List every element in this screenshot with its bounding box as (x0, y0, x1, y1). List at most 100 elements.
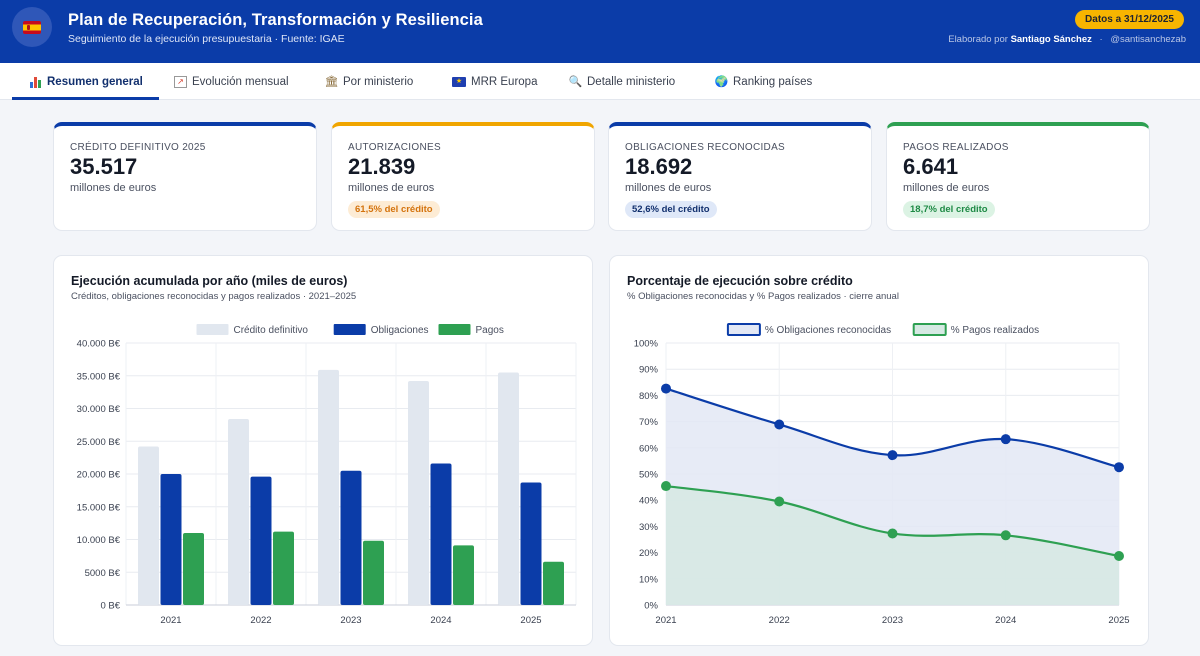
bar-pagos (543, 561, 564, 605)
y-tick-label: 20% (639, 548, 659, 559)
legend-swatch (726, 323, 761, 336)
kpi-label: AUTORIZACIONES (348, 142, 441, 153)
app-title: Plan de Recuperación, Transformación y R… (68, 11, 483, 29)
y-tick-label: 10% (639, 574, 659, 585)
legend-label: % Pagos realizados (951, 325, 1039, 336)
line-chart: 0% 10% 20% 30% 40% 50% 60% 70% 80% 90% 100% 2021 202… (634, 323, 1130, 626)
y-tick-label: 60% (639, 443, 659, 454)
globe-icon: 🌍 (714, 75, 729, 88)
bar-obligaciones (250, 476, 272, 605)
tab-label: Evolución mensual (192, 75, 289, 88)
magnifier-icon: 🔍 (568, 75, 583, 88)
y-tick-label: 30% (639, 522, 659, 533)
kpi-percent-badge: 61,5% del crédito (348, 201, 440, 218)
tab-por-ministerio[interactable]: 🏛 Por ministerio (324, 63, 414, 100)
legend-label: Pagos (476, 325, 504, 336)
bank-icon: 🏛 (324, 75, 339, 88)
tab-evolucion-mensual[interactable]: ↗ Evolución mensual (174, 63, 289, 100)
bar-crédito-definitivo (408, 380, 429, 605)
y-tick-label: 10.000 B€ (77, 535, 121, 546)
tab-label: Detalle ministerio (587, 75, 676, 88)
tab-label: Ranking países (733, 75, 813, 88)
legend-swatch (438, 324, 471, 335)
y-tick-label: 35.000 B€ (77, 371, 121, 382)
kpi-percent-badge: 18,7% del crédito (903, 201, 995, 218)
kpi-unit: millones de euros (70, 182, 157, 194)
bar-pagos (273, 531, 294, 605)
author-handle[interactable]: @santisanchezab (1110, 34, 1186, 45)
chart-subtitle: Créditos, obligaciones reconocidas y pag… (71, 291, 357, 302)
tab-mrr-europa[interactable]: ★ MRR Europa (452, 63, 537, 100)
app-header: Plan de Recuperación, Transformación y R… (0, 0, 1200, 63)
kpi-value: 18.692 (625, 154, 693, 179)
author-name: Santiago Sánchez (1010, 34, 1092, 45)
x-tick-label: 2023 (882, 615, 903, 626)
kpi-value: 6.641 (903, 154, 959, 179)
bar-chart-icon (29, 76, 42, 88)
kpi-unit: millones de euros (625, 182, 712, 194)
chart-title: Porcentaje de ejecución sobre crédito (627, 274, 853, 288)
app-subtitle: Seguimiento de la ejecución presupuestar… (68, 33, 345, 45)
legend-swatch (196, 324, 229, 335)
bar-pagos (453, 545, 474, 605)
logo (12, 7, 52, 47)
legend-swatch (912, 323, 947, 336)
data-point (887, 528, 898, 539)
bar-crédito-definitivo (318, 369, 339, 605)
legend-label: % Obligaciones reconocidas (765, 325, 891, 336)
y-tick-label: 15.000 B€ (77, 502, 121, 513)
x-tick-label: 2023 (340, 615, 361, 626)
kpi-value: 35.517 (70, 154, 138, 179)
bar-chart-card: Ejecución acumulada por año (miles de eu… (53, 255, 593, 646)
data-point (1114, 551, 1124, 562)
x-tick-label: 2025 (520, 615, 541, 626)
bar-pagos (183, 532, 204, 605)
x-tick-label: 2021 (160, 615, 181, 626)
legend-swatch (333, 324, 366, 335)
bar-crédito-definitivo (138, 446, 159, 605)
line-chart-icon: ↗ (174, 75, 187, 88)
bar-obligaciones (430, 463, 452, 605)
y-tick-label: 30.000 B€ (77, 404, 121, 415)
x-tick-label: 2022 (769, 615, 790, 626)
y-tick-label: 20.000 B€ (77, 470, 121, 481)
x-tick-label: 2021 (655, 615, 676, 626)
date-badge: Datos a 31/12/2025 (1075, 10, 1184, 29)
data-point (1114, 462, 1124, 473)
eu-flag-icon: ★ (452, 76, 466, 87)
tab-label: Resumen general (47, 75, 143, 88)
chart-title: Ejecución acumulada por año (miles de eu… (71, 274, 348, 288)
x-tick-label: 2024 (995, 615, 1016, 626)
x-tick-label: 2024 (430, 615, 451, 626)
y-tick-label: 0 B€ (100, 601, 120, 612)
legend-label: Crédito definitivo (234, 325, 309, 336)
tab-label: Por ministerio (343, 75, 414, 88)
data-point (661, 383, 671, 394)
bar-obligaciones (340, 470, 362, 605)
data-point (774, 496, 785, 507)
data-point (887, 450, 898, 461)
data-point (1000, 434, 1011, 445)
tab-resumen-general[interactable]: Resumen general (12, 63, 159, 100)
tab-ranking-paises[interactable]: 🌍 Ranking países (714, 63, 813, 100)
y-tick-label: 0% (644, 601, 658, 612)
tab-detalle-ministerio[interactable]: 🔍 Detalle ministerio (568, 63, 676, 100)
bar-crédito-definitivo (498, 372, 519, 605)
bar-pagos (363, 540, 384, 605)
y-tick-label: 25.000 B€ (77, 437, 121, 448)
chart-subtitle: % Obligaciones reconocidas y % Pagos rea… (627, 291, 899, 302)
data-point (661, 481, 671, 492)
tab-bar: Resumen general ↗ Evolución mensual 🏛 Po… (0, 63, 1200, 100)
y-tick-label: 40.000 B€ (77, 339, 121, 350)
y-tick-label: 90% (639, 365, 659, 376)
tab-label: MRR Europa (471, 75, 538, 88)
y-tick-label: 100% (634, 339, 659, 350)
kpi-value: 21.839 (348, 154, 416, 179)
kpi-credito-definitivo: CRÉDITO DEFINITIVO 2025 35.517 millones … (53, 122, 317, 231)
y-tick-label: 80% (639, 391, 659, 402)
line-chart-card: Porcentaje de ejecución sobre crédito % … (609, 255, 1149, 646)
kpi-label: OBLIGACIONES RECONOCIDAS (625, 142, 786, 153)
kpi-pagos-realizados: PAGOS REALIZADOS 6.641 millones de euros… (886, 122, 1150, 231)
credits-prefix: Elaborado por (948, 34, 1008, 45)
y-tick-label: 40% (639, 496, 659, 507)
